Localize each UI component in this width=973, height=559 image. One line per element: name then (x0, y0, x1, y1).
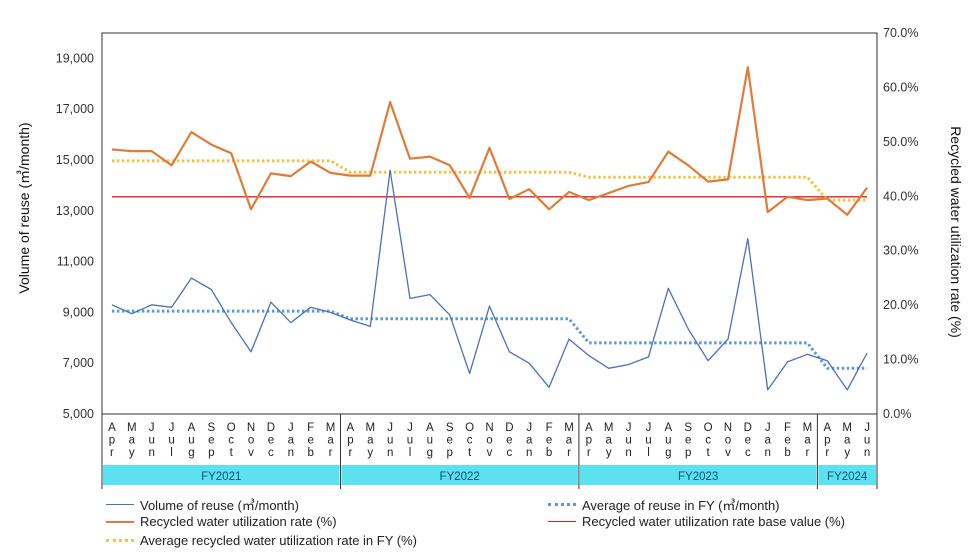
plot-area (101, 32, 878, 415)
right-tick-label: 60.0% (883, 80, 918, 94)
left-tick-label: 15,000 (56, 153, 94, 167)
left-tick-label: 7,000 (63, 356, 94, 370)
right-axis-title: Recycled water utilization rate (%) (948, 126, 964, 338)
fiscal-year-label: FY2024 (827, 471, 868, 483)
fiscal-year-label: FY2023 (678, 471, 718, 483)
fiscal-year-band (103, 465, 340, 485)
right-tick-label: 0.0% (883, 407, 912, 421)
legend-swatch (548, 503, 576, 506)
right-tick-label: 50.0% (883, 135, 918, 149)
legend-swatch (106, 539, 134, 542)
fiscal-year-label: FY2021 (201, 471, 241, 483)
series-line (111, 169, 868, 391)
series-line (111, 159, 868, 202)
series-layer (111, 66, 868, 391)
legend-swatch (106, 520, 134, 523)
right-tick-label: 20.0% (883, 298, 918, 312)
legend-swatch (106, 504, 134, 505)
legend-label: Recycled water utilization rate (%) (140, 514, 337, 529)
legend-item: Recycled water utilization rate base val… (548, 514, 845, 529)
legend-label: Average recycled water utilization rate … (140, 533, 417, 548)
right-tick-label: 10.0% (883, 353, 918, 367)
legend-item: Recycled water utilization rate (%) (106, 514, 337, 529)
right-tick-label: 40.0% (883, 189, 918, 203)
fiscal-year-band (818, 465, 876, 485)
left-tick-label: 5,000 (63, 407, 94, 421)
legend-label: Volume of reuse (㎥/month) (140, 498, 299, 513)
right-tick-label: 30.0% (883, 244, 918, 258)
left-tick-label: 9,000 (63, 305, 94, 319)
right-tick-label: 70.0% (883, 26, 918, 40)
left-tick-label: 19,000 (56, 51, 94, 65)
left-axis-title: Volume of reuse (㎥/month) (16, 122, 32, 293)
right-axis: 0.0% 10.0% 20.0% 30.0% 40.0% 50.0% 60.0% 70.0% (883, 26, 918, 421)
fiscal-year-label: FY2022 (440, 471, 480, 483)
legend-item: Average of reuse in FY (㎥/month) (548, 495, 780, 514)
legend-item: Volume of reuse (㎥/month) (106, 495, 299, 514)
plot-border (101, 32, 878, 415)
fiscal-year-band (341, 465, 578, 485)
legend-label: Average of reuse in FY (㎥/month) (582, 498, 780, 513)
series-line (111, 66, 868, 216)
left-tick-label: 13,000 (56, 204, 94, 218)
legend-swatch (548, 521, 576, 522)
left-axis: 5,000 7,000 9,000 11,000 13,000 15,000 17,000 1… (56, 51, 94, 421)
legend-item: Average recycled water utilization rate … (106, 533, 417, 548)
fiscal-year-band (579, 465, 817, 485)
fiscal-year-bands: FY2021 FY2022 FY2023 FY2024 (101, 414, 878, 489)
left-tick-label: 17,000 (56, 102, 94, 116)
legend-label: Recycled water utilization rate base val… (582, 514, 846, 529)
left-tick-label: 11,000 (57, 255, 94, 269)
series-line (111, 309, 868, 370)
